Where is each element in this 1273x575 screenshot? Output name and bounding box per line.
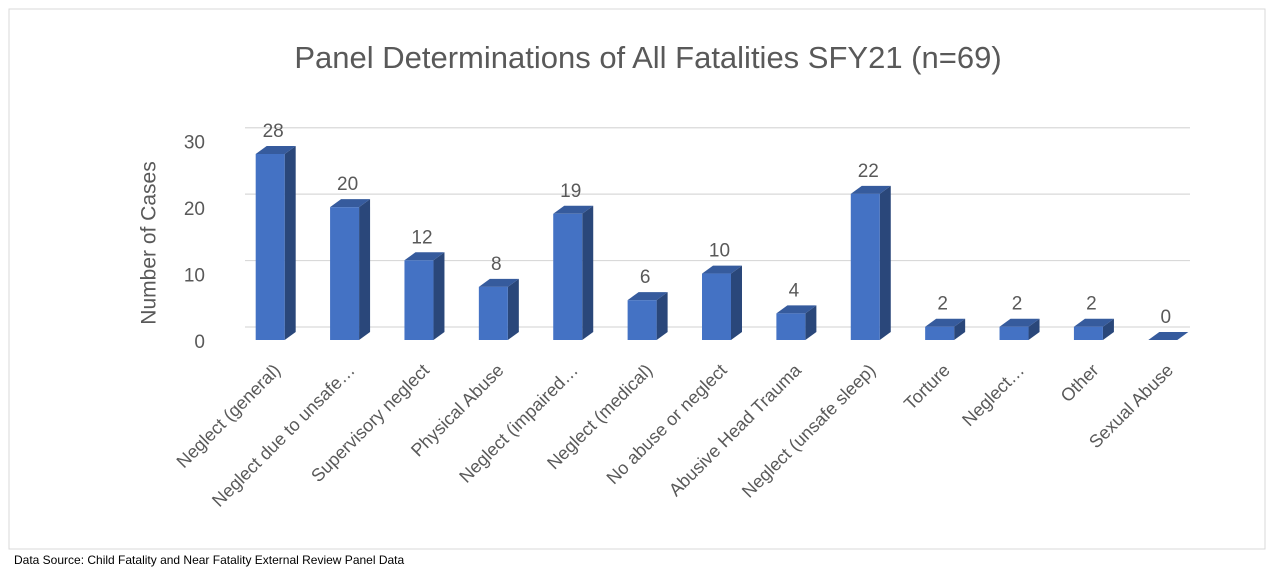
data-label: 2 — [1012, 294, 1023, 315]
data-label: 4 — [789, 280, 800, 301]
bar — [999, 318, 1040, 340]
bar — [478, 278, 519, 340]
bar-front — [850, 193, 880, 340]
bar-top — [776, 305, 817, 314]
bar — [776, 305, 817, 340]
bar — [255, 146, 296, 340]
data-label: 0 — [1161, 307, 1172, 328]
data-label: 2 — [1086, 294, 1097, 315]
bar-side — [284, 146, 296, 340]
bar-front — [776, 313, 806, 340]
bar-side — [507, 278, 519, 340]
bar — [850, 185, 891, 340]
bar — [627, 292, 668, 340]
x-tick-label: Torture — [900, 360, 954, 414]
bar-top — [702, 265, 742, 274]
bar — [553, 205, 594, 340]
bar-front — [1073, 326, 1103, 340]
bar — [925, 318, 966, 340]
x-tick-label: Neglect… — [958, 360, 1028, 430]
bar-side — [731, 265, 742, 340]
data-label: 6 — [640, 267, 651, 288]
data-label: 12 — [411, 227, 432, 248]
bar — [1148, 332, 1189, 340]
bar-front — [330, 207, 360, 340]
bar-front — [627, 300, 657, 340]
bar-side — [805, 305, 817, 340]
bar-top — [1073, 318, 1114, 327]
y-tick-label: 20 — [184, 199, 205, 220]
bar-side — [656, 292, 668, 340]
bar-top — [1148, 332, 1189, 340]
bar-top — [553, 205, 594, 214]
data-label: 28 — [263, 121, 284, 142]
x-tick-label: Other — [1057, 360, 1103, 406]
bar-front — [999, 326, 1029, 340]
y-tick-label: 30 — [184, 133, 205, 154]
bar-side — [879, 185, 891, 340]
bar-top — [478, 278, 519, 287]
y-axis-label: Number of Cases — [138, 161, 161, 324]
bar-side — [1102, 318, 1114, 340]
bar — [404, 252, 445, 340]
chart-title: Panel Determinations of All Fatalities S… — [294, 40, 1001, 75]
bar-front — [404, 260, 434, 340]
chart-frame — [8, 8, 1266, 550]
bar-top — [255, 146, 296, 154]
data-label: 22 — [858, 161, 879, 182]
y-tick-label: 0 — [194, 332, 205, 353]
bar-front — [702, 273, 731, 340]
data-label: 19 — [560, 181, 581, 202]
y-tick-label: 10 — [184, 266, 205, 287]
bar-side — [954, 318, 966, 340]
data-label: 10 — [709, 241, 730, 262]
data-label: 8 — [491, 254, 502, 275]
bar-front — [553, 213, 583, 340]
bar-top — [404, 252, 445, 261]
bar-top — [627, 292, 668, 301]
bar-side — [582, 205, 594, 340]
bar — [702, 265, 742, 340]
source-note: Data Source: Child Fatality and Near Fat… — [14, 553, 405, 567]
bar-top — [850, 185, 891, 194]
bar-side — [433, 252, 445, 340]
bar-top — [330, 199, 371, 208]
bar-top — [999, 318, 1040, 327]
data-label: 2 — [937, 294, 948, 315]
bar — [330, 199, 371, 340]
x-tick-label: Abusive Head Trauma — [665, 359, 806, 500]
data-label: 20 — [337, 174, 358, 195]
bar-front — [255, 154, 285, 340]
bar-side — [1028, 318, 1040, 340]
bar-top — [925, 318, 966, 327]
bar-side — [359, 199, 371, 340]
bar — [1073, 318, 1114, 340]
x-tick-label: Neglect (unsafe sleep) — [738, 360, 879, 501]
x-tick-label: Neglect due to unsafe… — [208, 360, 359, 511]
bar-front — [478, 286, 508, 340]
bar-front — [925, 326, 955, 340]
